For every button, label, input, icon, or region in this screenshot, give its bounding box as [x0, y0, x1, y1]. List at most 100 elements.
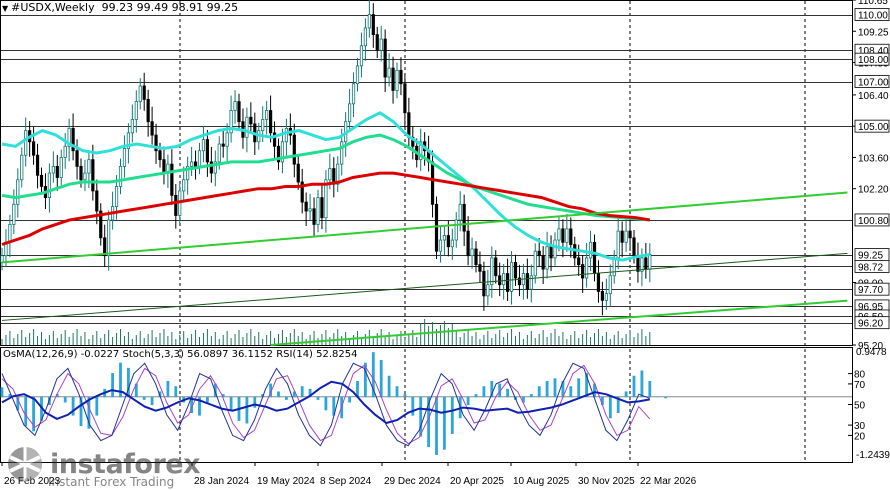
volume-bar-157: [621, 338, 623, 345]
osma-bar-39: [308, 388, 312, 398]
osma-bar-50: [395, 386, 399, 398]
volume-bar-15: [60, 334, 62, 345]
candle-body-151: [596, 273, 601, 292]
volume-bar-18: [72, 333, 74, 345]
volume-bar-30: [120, 329, 121, 345]
volume-bar-38: [151, 330, 153, 345]
level-label-11: 96.20: [858, 319, 883, 330]
stoch-main-line: [1, 362, 650, 447]
candle-body-54: [213, 161, 217, 174]
volume-bar-158: [625, 334, 627, 345]
level-label-8: 97.70: [858, 285, 883, 296]
volume-bar-162: [641, 329, 643, 345]
candle-body-47: [186, 165, 190, 181]
osma-bar-60: [474, 394, 478, 398]
candle-body-71: [280, 141, 285, 163]
volume-bar-16: [64, 330, 66, 345]
volume-bar-113: [447, 328, 449, 345]
candle-body-153: [604, 293, 608, 301]
candle-body-18: [71, 127, 75, 152]
trendlines: [1, 191, 848, 346]
volume-bar-159: [629, 330, 631, 345]
osma-bar-21: [166, 380, 170, 398]
volume-bar-119: [471, 336, 473, 345]
volume-bar-95: [376, 333, 378, 345]
osma-bar-78: [616, 396, 620, 413]
volume-bar-63: [250, 329, 252, 345]
candle-body-144: [569, 228, 573, 245]
candle-body-146: [577, 257, 581, 266]
candle-body-74: [292, 134, 296, 165]
candle-body-59: [233, 101, 237, 111]
rsi-line: [1, 380, 650, 425]
volume-bar-33: [131, 339, 133, 345]
candle-body-110: [434, 203, 439, 252]
osma-bar-36: [285, 396, 288, 400]
osma-bar-52: [411, 396, 415, 416]
candle-body-90: [355, 65, 360, 85]
volume-bar-10: [41, 332, 42, 345]
candle-body-142: [561, 228, 565, 243]
osma-bar-80: [632, 375, 636, 398]
volume-bar-154: [609, 339, 611, 345]
x-tick-label-5: 20 Apr 2025: [450, 476, 504, 487]
level-box-4: [854, 119, 890, 133]
volume-bar-143: [566, 339, 568, 345]
volume-bar-28: [112, 337, 114, 345]
volume-bar-45: [179, 335, 181, 345]
volume-bar-1: [5, 335, 7, 345]
candle-body-24: [95, 190, 99, 212]
osma-bar-51: [403, 394, 407, 398]
y-tick-label-5: 103.60: [858, 153, 889, 164]
candle-body-89: [351, 83, 356, 105]
candle-body-92: [363, 27, 368, 47]
volume-bar-137: [542, 330, 544, 345]
collapse-triangle-icon[interactable]: ▼: [2, 4, 9, 13]
candle-body-123: [486, 284, 490, 297]
volume-bar-151: [597, 329, 599, 345]
volume-bar-4: [17, 334, 19, 345]
osma-bar-9: [71, 396, 75, 416]
moving-average-0: [1, 111, 651, 262]
candle-body-43: [170, 163, 174, 196]
osma-bar-82: [648, 380, 652, 398]
volume-bar-104: [412, 330, 414, 345]
volume-bar-88: [349, 339, 351, 345]
volume-bar-124: [491, 338, 493, 345]
osma-bar-63: [498, 383, 502, 398]
candle-body-58: [229, 110, 233, 134]
candle-body-52: [205, 139, 209, 163]
osma-bar-34: [269, 383, 272, 398]
candle-body-38: [150, 121, 154, 136]
volume-bar-69: [274, 338, 276, 345]
volume-bar-9: [37, 336, 39, 345]
candle-body-8: [32, 141, 36, 156]
volume-bar-103: [408, 334, 410, 345]
candle-body-160: [632, 237, 636, 257]
volume-bar-49: [195, 330, 197, 345]
volume-bar-127: [503, 337, 505, 345]
x-tick-label-8: 22 Mar 2026: [640, 476, 697, 487]
candle-body-114: [450, 239, 454, 248]
volume-bar-150: [594, 333, 595, 345]
volume-bar-19: [76, 329, 78, 345]
osma-bar-22: [174, 386, 178, 398]
volume-bar-89: [353, 335, 355, 345]
moving-averages: [1, 111, 651, 262]
candle-body-127: [502, 273, 506, 286]
volume-bar-125: [495, 334, 497, 345]
osma-bar-49: [387, 375, 391, 398]
candle-body-41: [162, 159, 166, 174]
candle-body-164: [648, 254, 652, 270]
osma-bar-4: [32, 396, 35, 432]
candle-body-88: [347, 103, 352, 123]
candle-body-122: [482, 270, 486, 297]
volume-bar-70: [278, 334, 279, 345]
candle-body-50: [197, 150, 202, 167]
candle-body-93: [367, 14, 371, 29]
osma-bar-59: [466, 396, 470, 406]
volume-bar-156: [617, 331, 619, 345]
volume-bar-146: [578, 338, 580, 345]
volume-bar-148: [586, 330, 588, 345]
